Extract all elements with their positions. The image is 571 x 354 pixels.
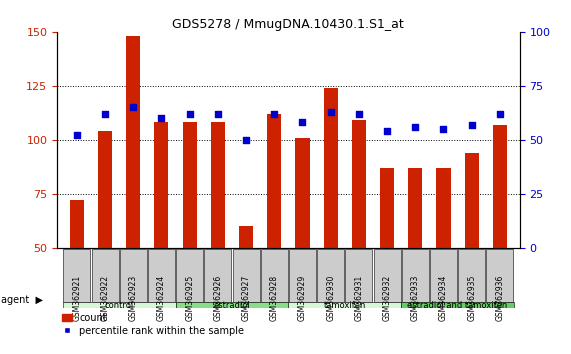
Point [326,109,335,115]
Bar [239,226,253,248]
Point [128,104,138,110]
Bar [211,122,225,248]
FancyBboxPatch shape [289,249,316,302]
Text: estradiol and tamoxifen: estradiol and tamoxifen [408,301,508,309]
Bar [98,131,112,248]
Text: agent  ▶: agent ▶ [1,295,43,304]
Title: GDS5278 / MmugDNA.10430.1.S1_at: GDS5278 / MmugDNA.10430.1.S1_at [172,18,404,31]
Point [439,126,448,132]
FancyBboxPatch shape [458,249,485,302]
Text: GSM362921: GSM362921 [73,275,81,321]
Point [214,111,223,117]
FancyBboxPatch shape [204,249,231,302]
Bar [126,36,140,248]
Text: GSM362922: GSM362922 [100,275,110,321]
Text: GSM362926: GSM362926 [214,275,222,321]
Point [467,122,476,127]
Text: GSM362932: GSM362932 [383,275,392,321]
Point [495,111,504,117]
Bar [324,88,337,248]
FancyBboxPatch shape [317,249,344,302]
FancyBboxPatch shape [345,249,372,302]
FancyBboxPatch shape [63,302,175,308]
Bar [183,122,196,248]
FancyBboxPatch shape [91,249,119,302]
FancyBboxPatch shape [176,249,203,302]
Point [73,133,82,138]
Point [411,124,420,130]
FancyBboxPatch shape [175,302,288,308]
Text: GSM362924: GSM362924 [157,275,166,321]
FancyBboxPatch shape [63,249,90,302]
Point [185,111,194,117]
Bar [408,168,423,248]
Point [270,111,279,117]
Point [298,120,307,125]
Text: tamoxifen: tamoxifen [324,301,366,309]
Text: GSM362931: GSM362931 [355,275,363,321]
FancyBboxPatch shape [261,249,288,302]
FancyBboxPatch shape [373,249,401,302]
Text: GSM362933: GSM362933 [411,275,420,321]
Text: control: control [104,301,134,309]
Text: GSM362934: GSM362934 [439,275,448,321]
Text: estradiol: estradiol [214,301,250,309]
Bar [154,122,168,248]
FancyBboxPatch shape [402,249,429,302]
Bar [267,114,282,248]
FancyBboxPatch shape [430,249,457,302]
FancyBboxPatch shape [120,249,147,302]
Text: GSM362935: GSM362935 [467,275,476,321]
FancyBboxPatch shape [148,249,175,302]
Point [157,115,166,121]
FancyBboxPatch shape [232,249,260,302]
FancyBboxPatch shape [486,249,513,302]
FancyBboxPatch shape [401,302,514,308]
Bar [380,168,394,248]
Text: GSM362925: GSM362925 [185,275,194,321]
Bar [465,153,478,248]
Bar [352,120,366,248]
Point [383,128,392,134]
Text: GSM362929: GSM362929 [298,275,307,321]
Legend: count, percentile rank within the sample: count, percentile rank within the sample [62,313,244,336]
Point [354,111,363,117]
Text: GSM362936: GSM362936 [496,275,504,321]
Point [100,111,110,117]
Bar [493,125,507,248]
Text: GSM362927: GSM362927 [242,275,251,321]
Text: GSM362923: GSM362923 [128,275,138,321]
Text: GSM362928: GSM362928 [270,275,279,321]
FancyBboxPatch shape [288,302,401,308]
Text: GSM362930: GSM362930 [326,275,335,321]
Bar [436,168,451,248]
Bar [295,138,309,248]
Point [242,137,251,143]
Bar [70,200,84,248]
